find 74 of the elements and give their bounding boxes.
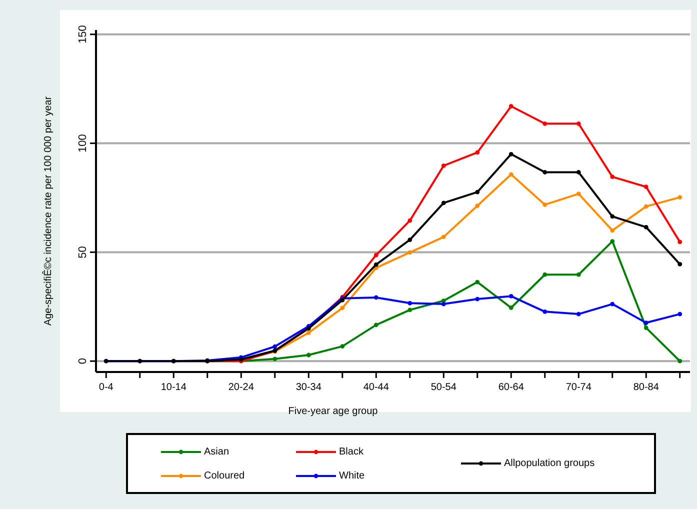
point xyxy=(475,204,480,208)
point xyxy=(576,192,581,196)
point xyxy=(542,202,548,207)
point xyxy=(475,150,480,155)
point xyxy=(644,184,648,190)
point xyxy=(610,174,615,180)
y-axis-title: Age-specifiÊ©c incidence rate per 100 000 per year xyxy=(42,96,54,326)
point xyxy=(678,240,682,244)
point xyxy=(475,280,480,284)
point xyxy=(542,272,548,277)
point xyxy=(441,164,446,168)
point xyxy=(644,326,648,330)
point xyxy=(441,200,446,206)
x-tick-label: 70-74 xyxy=(566,382,592,393)
point xyxy=(374,322,378,328)
x-tick-label: 10-14 xyxy=(160,382,187,393)
point xyxy=(610,214,615,219)
x-tick-label: 40-44 xyxy=(363,382,390,393)
point xyxy=(408,238,412,242)
point xyxy=(610,302,615,306)
point xyxy=(610,228,615,233)
point xyxy=(306,352,311,358)
legend-label: Black xyxy=(339,446,364,458)
y-tick-label: 0 xyxy=(77,358,89,364)
point xyxy=(272,356,278,362)
point xyxy=(542,121,548,126)
point xyxy=(678,312,682,316)
point xyxy=(610,239,615,244)
point xyxy=(576,170,581,174)
point xyxy=(508,104,514,108)
point xyxy=(408,250,412,255)
point xyxy=(508,294,514,298)
y-tick-label: 150 xyxy=(77,25,89,44)
point xyxy=(340,306,345,310)
legend-label: Asian xyxy=(204,446,230,458)
point xyxy=(340,344,345,348)
point xyxy=(408,218,412,223)
point xyxy=(542,309,548,314)
x-tick-label: 0-4 xyxy=(98,382,114,393)
x-tick-label: 80-84 xyxy=(633,382,660,393)
point xyxy=(644,224,648,230)
point xyxy=(272,344,278,349)
point xyxy=(408,300,412,306)
x-tick-label: 30-34 xyxy=(296,382,322,393)
point xyxy=(408,308,412,312)
point xyxy=(441,234,446,240)
point xyxy=(306,330,311,335)
point xyxy=(374,295,378,300)
x-tick-label: 60-64 xyxy=(498,382,524,393)
point xyxy=(542,170,548,174)
y-tick-label: 50 xyxy=(77,246,89,258)
point xyxy=(576,272,581,277)
legend-label: Allpopulation groups xyxy=(504,458,595,469)
point xyxy=(678,262,682,266)
point xyxy=(374,262,378,267)
point xyxy=(678,358,682,364)
point xyxy=(441,302,446,306)
y-tick-label: 100 xyxy=(77,134,89,152)
point xyxy=(374,252,378,258)
legend-label: Coloured xyxy=(204,470,245,482)
point xyxy=(576,312,581,316)
point xyxy=(678,195,682,200)
point xyxy=(508,172,514,177)
x-tick-label: 50-54 xyxy=(430,382,457,393)
x-tick-label: 20-24 xyxy=(228,382,254,393)
point xyxy=(475,190,480,194)
point xyxy=(644,204,648,209)
point xyxy=(508,152,514,156)
point xyxy=(644,320,648,325)
point xyxy=(576,121,581,126)
point xyxy=(508,306,514,310)
point xyxy=(475,296,480,302)
x-axis-title: Five-year age group xyxy=(288,406,378,417)
legend-label: White xyxy=(339,470,365,482)
